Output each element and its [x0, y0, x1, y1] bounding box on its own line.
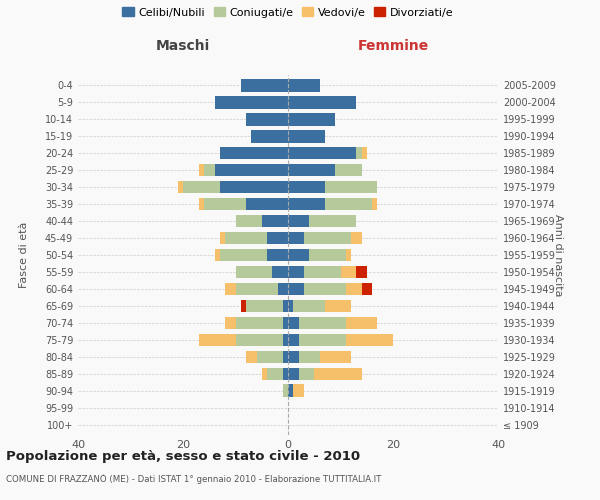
Bar — [246, 300, 283, 312]
Bar — [288, 248, 309, 262]
Bar — [283, 350, 288, 364]
Bar — [299, 368, 314, 380]
Bar — [288, 146, 356, 160]
Bar — [361, 146, 367, 160]
Bar — [346, 248, 351, 262]
Bar — [325, 300, 351, 312]
Bar — [288, 282, 304, 296]
Bar — [283, 316, 288, 330]
Bar — [325, 180, 377, 194]
Bar — [225, 316, 235, 330]
Bar — [356, 266, 367, 278]
Bar — [178, 180, 183, 194]
Bar — [288, 164, 335, 176]
Bar — [372, 198, 377, 210]
Bar — [304, 282, 346, 296]
Bar — [199, 198, 204, 210]
Bar — [288, 214, 309, 228]
Bar — [325, 198, 372, 210]
Bar — [341, 266, 356, 278]
Bar — [288, 300, 293, 312]
Bar — [288, 180, 325, 194]
Bar — [283, 300, 288, 312]
Bar — [215, 248, 220, 262]
Bar — [361, 282, 372, 296]
Bar — [220, 248, 267, 262]
Bar — [309, 248, 346, 262]
Bar — [288, 96, 356, 108]
Bar — [267, 232, 288, 244]
Bar — [346, 334, 393, 346]
Bar — [246, 350, 257, 364]
Bar — [351, 232, 361, 244]
Bar — [277, 282, 288, 296]
Bar — [220, 180, 288, 194]
Bar — [288, 113, 335, 126]
Bar — [241, 79, 288, 92]
Bar — [199, 164, 204, 176]
Bar — [204, 198, 246, 210]
Bar — [235, 214, 262, 228]
Bar — [288, 266, 304, 278]
Bar — [288, 334, 299, 346]
Bar — [293, 384, 304, 397]
Bar — [346, 282, 361, 296]
Text: Anni di nascita: Anni di nascita — [553, 214, 563, 296]
Text: Fasce di età: Fasce di età — [19, 222, 29, 288]
Text: Femmine: Femmine — [358, 38, 428, 52]
Bar — [267, 368, 283, 380]
Bar — [241, 300, 246, 312]
Bar — [293, 300, 325, 312]
Bar — [346, 316, 377, 330]
Bar — [288, 232, 304, 244]
Legend: Celibi/Nubili, Coniugati/e, Vedovi/e, Divorziati/e: Celibi/Nubili, Coniugati/e, Vedovi/e, Di… — [120, 5, 456, 20]
Bar — [356, 146, 361, 160]
Bar — [215, 96, 288, 108]
Bar — [257, 350, 283, 364]
Bar — [299, 350, 320, 364]
Bar — [246, 113, 288, 126]
Bar — [299, 316, 346, 330]
Bar — [267, 248, 288, 262]
Bar — [304, 266, 341, 278]
Bar — [283, 334, 288, 346]
Bar — [288, 384, 293, 397]
Bar — [288, 130, 325, 142]
Bar — [225, 232, 267, 244]
Bar — [272, 266, 288, 278]
Bar — [335, 164, 361, 176]
Bar — [215, 164, 288, 176]
Bar — [283, 368, 288, 380]
Bar — [199, 334, 235, 346]
Bar — [251, 130, 288, 142]
Bar — [235, 334, 283, 346]
Bar — [220, 232, 225, 244]
Text: Maschi: Maschi — [156, 38, 210, 52]
Text: COMUNE DI FRAZZANÒ (ME) - Dati ISTAT 1° gennaio 2010 - Elaborazione TUTTITALIA.: COMUNE DI FRAZZANÒ (ME) - Dati ISTAT 1°… — [6, 475, 382, 484]
Bar — [299, 334, 346, 346]
Bar — [288, 368, 299, 380]
Bar — [183, 180, 220, 194]
Bar — [314, 368, 361, 380]
Bar — [246, 198, 288, 210]
Bar — [225, 282, 235, 296]
Bar — [304, 232, 351, 244]
Bar — [288, 350, 299, 364]
Bar — [309, 214, 356, 228]
Bar — [204, 164, 215, 176]
Bar — [288, 79, 320, 92]
Bar — [262, 368, 267, 380]
Bar — [235, 316, 283, 330]
Bar — [235, 282, 277, 296]
Bar — [288, 316, 299, 330]
Bar — [288, 198, 325, 210]
Bar — [235, 266, 272, 278]
Bar — [320, 350, 351, 364]
Bar — [283, 384, 288, 397]
Bar — [262, 214, 288, 228]
Text: Popolazione per età, sesso e stato civile - 2010: Popolazione per età, sesso e stato civil… — [6, 450, 360, 463]
Bar — [220, 146, 288, 160]
